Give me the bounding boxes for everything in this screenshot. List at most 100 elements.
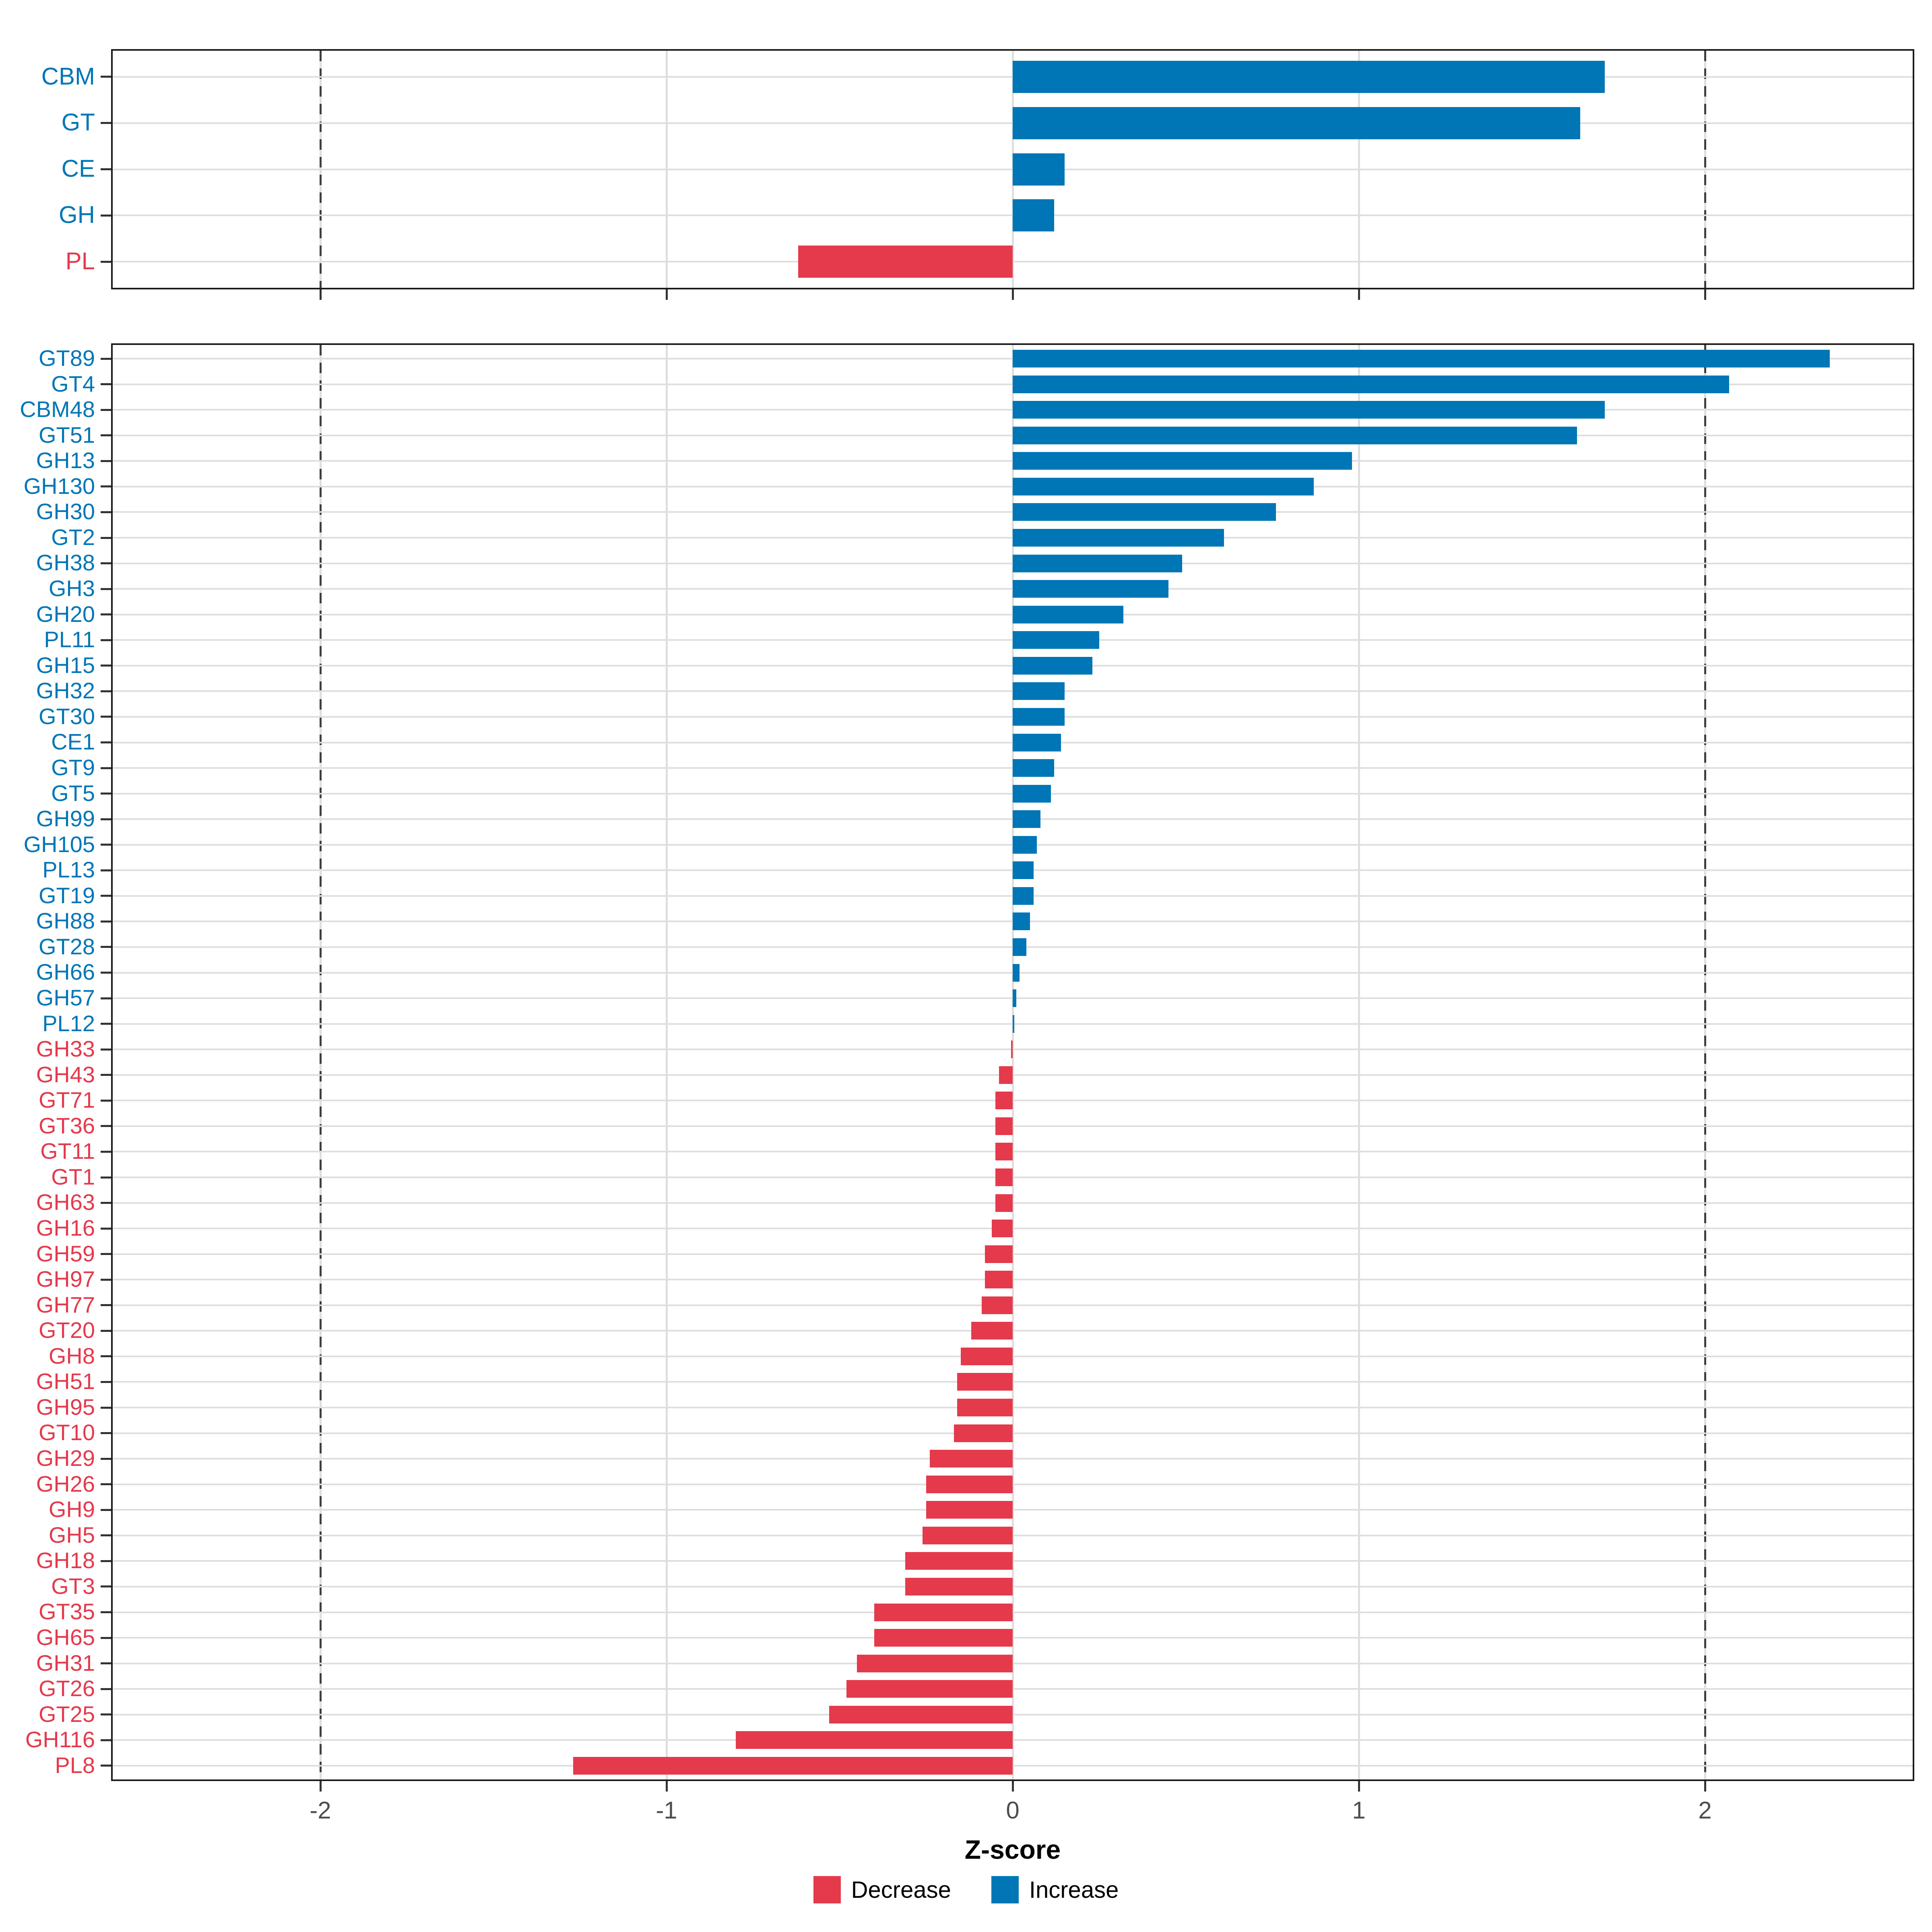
category-label-GT36: GT36 [38, 1113, 95, 1138]
y-tick [101, 1611, 111, 1613]
bar-GT89 [1013, 350, 1830, 367]
x-tick-label: -1 [656, 1797, 677, 1824]
y-tick [101, 1407, 111, 1409]
category-label-GH29: GH29 [36, 1445, 95, 1471]
bar-GH130 [1013, 478, 1314, 495]
gridline-horizontal [113, 261, 1913, 262]
gridline-horizontal [113, 1381, 1913, 1383]
category-label-GH38: GH38 [36, 550, 95, 575]
category-label-GH43: GH43 [36, 1062, 95, 1087]
legend-item-decrease: Decrease [813, 1876, 951, 1903]
category-label-GT1: GT1 [51, 1164, 95, 1189]
gridline-horizontal [113, 1330, 1913, 1331]
category-label-GH66: GH66 [36, 959, 95, 985]
bar-GT [1013, 107, 1580, 139]
category-label-GH: GH [59, 201, 95, 228]
bar-GT11 [995, 1143, 1013, 1160]
y-tick [101, 511, 111, 513]
y-tick [101, 1534, 111, 1536]
y-tick [101, 1432, 111, 1434]
gridline-horizontal [113, 1739, 1913, 1741]
y-tick [101, 168, 111, 170]
bar-GT1 [995, 1168, 1013, 1186]
bar-GH32 [1013, 682, 1065, 700]
y-tick [101, 1253, 111, 1255]
y-tick [101, 1458, 111, 1460]
category-label-GH3: GH3 [48, 576, 95, 601]
category-label-CE: CE [61, 155, 95, 182]
x-tick-label: 1 [1352, 1797, 1366, 1824]
gridline-horizontal [113, 1228, 1913, 1229]
category-label-GT35: GT35 [38, 1599, 95, 1624]
category-label-GT89: GT89 [38, 345, 95, 371]
category-label-GT19: GT19 [38, 883, 95, 908]
bar-CE [1013, 153, 1065, 186]
y-tick [101, 716, 111, 718]
x-tick-label: 2 [1698, 1797, 1712, 1824]
bar-GH38 [1013, 555, 1182, 572]
y-tick [101, 844, 111, 846]
y-tick [101, 921, 111, 923]
gridline-horizontal [113, 1432, 1913, 1434]
category-label-GT51: GT51 [38, 422, 95, 448]
bar-GT26 [846, 1680, 1013, 1698]
category-label-GT9: GT9 [51, 755, 95, 780]
gridline-horizontal [113, 1049, 1913, 1050]
bar-GH [1013, 199, 1054, 231]
y-tick [101, 1765, 111, 1767]
dashed-reference-line [1704, 345, 1706, 1779]
x-tick [666, 1781, 668, 1792]
category-label-GH77: GH77 [36, 1292, 95, 1317]
y-tick [101, 818, 111, 820]
category-label-GH130: GH130 [23, 473, 95, 499]
y-tick [101, 1228, 111, 1230]
x-tick [1358, 1781, 1360, 1792]
bar-GH57 [1013, 989, 1016, 1007]
category-label-GH20: GH20 [36, 601, 95, 627]
gridline-horizontal [113, 1305, 1913, 1306]
category-label-GT2: GT2 [51, 524, 95, 550]
y-tick [101, 895, 111, 897]
category-label-CBM48: CBM48 [20, 396, 95, 422]
bar-GH51 [957, 1373, 1013, 1391]
category-label-GT3: GT3 [51, 1573, 95, 1599]
category-label-GH99: GH99 [36, 806, 95, 831]
x-tick-label: -2 [310, 1797, 331, 1824]
bar-GH29 [930, 1450, 1013, 1468]
category-label-GH13: GH13 [36, 448, 95, 473]
category-label-GH57: GH57 [36, 985, 95, 1010]
category-label-GH18: GH18 [36, 1548, 95, 1573]
legend: Decrease Increase [0, 1876, 1932, 1903]
category-label-GT71: GT71 [38, 1087, 95, 1113]
bar-GT20 [971, 1322, 1013, 1340]
category-label-GH97: GH97 [36, 1266, 95, 1292]
bar-GT3 [905, 1578, 1013, 1596]
y-tick [101, 972, 111, 974]
x-tick-label: 0 [1006, 1797, 1020, 1824]
y-tick [101, 997, 111, 999]
y-tick [101, 1049, 111, 1051]
y-tick [101, 1023, 111, 1025]
bar-CE1 [1013, 734, 1061, 751]
category-label-GH65: GH65 [36, 1624, 95, 1650]
increase-swatch-icon [991, 1876, 1019, 1903]
bar-GT51 [1013, 427, 1577, 444]
gridline-horizontal [113, 1407, 1913, 1408]
y-tick [101, 562, 111, 564]
decrease-swatch-icon [813, 1876, 841, 1903]
category-label-GH95: GH95 [36, 1394, 95, 1420]
category-label-GH88: GH88 [36, 908, 95, 933]
bar-GH33 [1011, 1040, 1013, 1058]
y-tick [101, 1688, 111, 1690]
gridline-horizontal [113, 1612, 1913, 1613]
y-tick [101, 434, 111, 436]
y-tick [101, 1713, 111, 1715]
gridline-horizontal [113, 1484, 1913, 1485]
gridline-horizontal [113, 1151, 1913, 1152]
gridline-horizontal [113, 1765, 1913, 1767]
bar-GH26 [926, 1476, 1013, 1493]
y-tick [101, 409, 111, 411]
bar-GT4 [1013, 376, 1729, 393]
bar-GH105 [1013, 836, 1037, 854]
category-label-GT20: GT20 [38, 1317, 95, 1343]
